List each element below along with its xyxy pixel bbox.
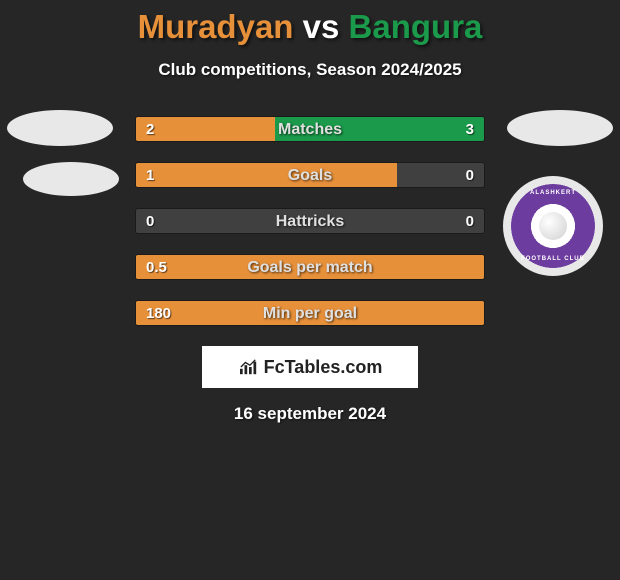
stats-area: ALASHKERT FOOTBALL CLUB 23Matches 10Goals… — [0, 116, 620, 326]
club-logo-text-bottom: FOOTBALL CLUB — [521, 256, 585, 262]
player2-name: Bangura — [349, 8, 483, 45]
stat-row: 10Goals — [135, 162, 485, 188]
stat-label: Goals — [136, 163, 484, 188]
comparison-title: Muradyan vs Bangura — [0, 0, 620, 46]
stat-row: 180Min per goal — [135, 300, 485, 326]
soccer-ball-icon — [539, 212, 567, 240]
stat-row: 23Matches — [135, 116, 485, 142]
bars-container: 23Matches 10Goals 00Hattricks 0.5Goals per … — [135, 116, 485, 326]
player2-avatar-ellipse — [507, 110, 613, 146]
stat-row: 0.5Goals per match — [135, 254, 485, 280]
vs-text: vs — [303, 8, 340, 45]
brand-text: FcTables.com — [264, 357, 383, 378]
subtitle: Club competitions, Season 2024/2025 — [0, 60, 620, 80]
player1-name: Muradyan — [138, 8, 294, 45]
stat-label: Hattricks — [136, 209, 484, 234]
club-logo-ring: ALASHKERT FOOTBALL CLUB — [511, 184, 595, 268]
stat-label: Matches — [136, 117, 484, 142]
brand-box: FcTables.com — [202, 346, 418, 388]
stat-label: Goals per match — [136, 255, 484, 280]
date-text: 16 september 2024 — [0, 404, 620, 424]
club-logo: ALASHKERT FOOTBALL CLUB — [503, 176, 603, 276]
stat-label: Min per goal — [136, 301, 484, 326]
player1-avatar-ellipse-1 — [7, 110, 113, 146]
player1-avatar-ellipse-2 — [23, 162, 119, 196]
brand-chart-icon — [238, 358, 260, 376]
club-logo-text-top: ALASHKERT — [530, 190, 576, 196]
stat-row: 00Hattricks — [135, 208, 485, 234]
